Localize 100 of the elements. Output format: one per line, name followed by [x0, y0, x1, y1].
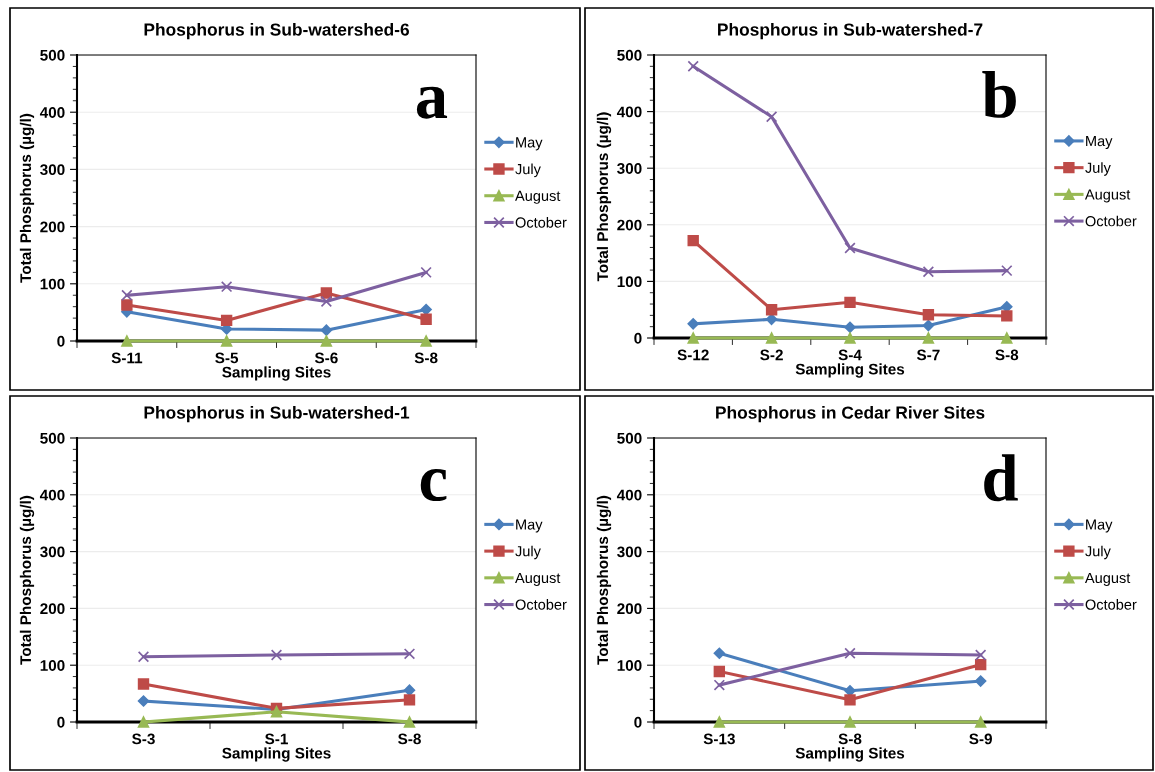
y-tick-label: 100 [617, 276, 642, 288]
point [687, 234, 699, 247]
point [844, 716, 856, 728]
x-tick-label: S-6 [314, 352, 338, 364]
annotation: d [984, 454, 1018, 502]
y-tick-label: 300 [40, 164, 65, 176]
point [974, 658, 987, 671]
point [121, 289, 133, 301]
x-tick-label: S-9 [969, 733, 992, 745]
point [320, 335, 333, 347]
legend-label: August [1084, 189, 1131, 203]
y-tick-label: 500 [617, 432, 642, 444]
point [1001, 332, 1013, 344]
y-tick-label: 200 [40, 221, 65, 233]
point [403, 648, 416, 660]
point [844, 296, 856, 309]
x-tick-label: S-8 [414, 352, 438, 364]
annotation: b [982, 70, 1016, 118]
y-tick-label: 300 [40, 546, 65, 558]
point [844, 332, 856, 344]
point [121, 335, 133, 347]
y-tick-label: 200 [617, 219, 642, 231]
chart-title: Phosphorus in Sub-watershed-1 [144, 405, 410, 423]
point [403, 694, 416, 706]
point [420, 335, 432, 347]
point [713, 665, 726, 678]
point [270, 649, 283, 661]
y-tick-label: 100 [40, 278, 65, 290]
x-tick-label: S-1 [265, 733, 288, 745]
point [974, 716, 987, 728]
y-axis-title: Total Phosphorus (µg/l) [596, 495, 612, 665]
x-axis-title: Sampling Sites [795, 747, 905, 762]
legend-label: August [1084, 572, 1131, 586]
point [844, 694, 856, 706]
point [974, 649, 987, 661]
point [320, 324, 333, 336]
point [844, 242, 856, 254]
point [137, 650, 150, 663]
point [121, 299, 133, 311]
point [922, 266, 935, 278]
annotation: a [416, 86, 448, 119]
y-tick-label: 200 [40, 603, 65, 615]
y-tick-label: 400 [616, 489, 642, 501]
x-tick-label: S-8 [995, 349, 1019, 361]
annotation: c [420, 469, 447, 502]
legend-label: July [1085, 545, 1111, 560]
chart-title: Phosphorus in Sub-watershed-7 [718, 22, 983, 40]
legend-label: May [1086, 519, 1113, 533]
y-tick-label: 0 [634, 332, 642, 344]
point [713, 716, 726, 728]
y-tick-label: 500 [617, 49, 642, 61]
y-axis-title: Total Phosphorus (µg/l) [19, 113, 35, 283]
point [320, 295, 333, 308]
legend-label: July [515, 163, 541, 178]
legend-label: October [1085, 599, 1137, 610]
point [922, 319, 935, 332]
point [844, 647, 856, 659]
legend-label: July [515, 545, 541, 560]
point [844, 321, 856, 333]
point [137, 695, 150, 707]
y-tick-label: 400 [39, 489, 65, 501]
x-tick-label: S-13 [703, 733, 735, 745]
x-tick-label: S-8 [398, 733, 421, 745]
legend-label: October [1085, 215, 1137, 227]
legend-label: May [516, 137, 543, 151]
chart-title: Phosphorus in Sub-watershed-6 [144, 22, 409, 40]
x-tick-label: S-12 [677, 349, 709, 361]
point [403, 684, 416, 696]
y-tick-label: 200 [617, 603, 642, 615]
y-tick-label: 400 [616, 106, 642, 118]
legend-label: May [1086, 136, 1113, 150]
y-tick-label: 0 [57, 716, 65, 728]
x-tick-label: S-3 [132, 733, 155, 745]
x-tick-label: S-8 [838, 733, 862, 745]
point [220, 280, 233, 293]
y-tick-label: 100 [40, 660, 65, 671]
y-tick-label: 500 [40, 49, 65, 61]
chart-title: Phosphorus in Cedar River Sites [716, 405, 985, 423]
point [713, 679, 726, 691]
x-axis-title: Sampling Sites [222, 747, 331, 762]
y-tick-label: 0 [57, 335, 65, 347]
point [922, 332, 935, 344]
y-axis-title: Total Phosphorus (µg/l) [596, 112, 612, 282]
y-tick-label: 500 [40, 432, 65, 444]
point [403, 716, 416, 728]
point [220, 314, 233, 327]
point [320, 287, 333, 299]
point [1001, 264, 1013, 277]
point [137, 716, 150, 728]
x-axis-title: Sampling Sites [795, 363, 905, 378]
y-tick-label: 300 [617, 546, 642, 558]
point [687, 318, 699, 330]
legend-label: August [515, 572, 561, 586]
point [420, 266, 432, 279]
point [765, 110, 778, 123]
point [765, 332, 778, 344]
y-tick-label: 100 [617, 660, 642, 671]
x-tick-label: S-11 [111, 352, 143, 364]
legend-label: October [515, 216, 567, 228]
y-axis-title: Total Phosphorus (µg/l) [19, 495, 35, 665]
